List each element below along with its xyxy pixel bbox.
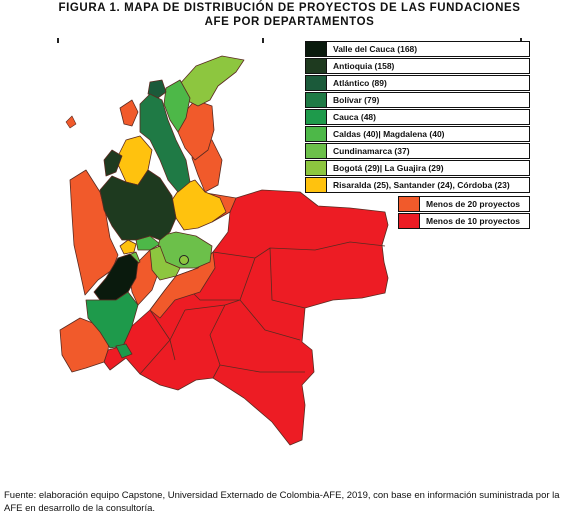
legend-label: Cundinamarca (37)	[327, 142, 530, 159]
legend-item: Bogotá (29)| La Guajira (29)	[305, 159, 530, 176]
region-less-than-20-narino	[59, 317, 111, 373]
source-note: Fuente: elaboración equipo Capstone, Uni…	[4, 490, 560, 514]
region-atlantico	[147, 79, 167, 99]
legend-item: Cauca (48)	[305, 108, 530, 125]
legend-label: Menos de 10 proyectos	[420, 212, 530, 229]
region-cauca	[85, 291, 139, 349]
region-la-guajira	[177, 55, 245, 107]
legend-swatch	[305, 159, 327, 176]
legend-swatch	[305, 142, 327, 159]
legend-item: Antioquia (158)	[305, 57, 530, 74]
legend-swatch	[305, 176, 327, 193]
legend-swatch	[305, 91, 327, 108]
legend-item: Atlántico (89)	[305, 74, 530, 91]
corner-mark-middle	[262, 38, 264, 43]
legend-item: Menos de 20 proyectos	[398, 195, 530, 212]
red-department-borders	[139, 241, 386, 379]
legend-label: Cauca (48)	[327, 108, 530, 125]
figure-subtitle: AFE POR DEPARTAMENTOS	[204, 16, 375, 28]
legend-label: Caldas (40)| Magdalena (40)	[327, 125, 530, 142]
legend-item: Cundinamarca (37)	[305, 142, 530, 159]
region-magdalena	[163, 79, 191, 133]
bogota-marker	[179, 255, 189, 265]
legend-swatch	[398, 195, 420, 212]
legend-swatch	[398, 212, 420, 229]
region-san-andres-islands	[65, 115, 77, 129]
legend-label: Bolívar (79)	[327, 91, 530, 108]
legend-label: Bogotá (29)| La Guajira (29)	[327, 159, 530, 176]
legend-item: Menos de 10 proyectos	[398, 212, 530, 229]
legend-item: Caldas (40)| Magdalena (40)	[305, 125, 530, 142]
legend-label: Valle del Cauca (168)	[327, 40, 530, 57]
legend-swatch	[305, 57, 327, 74]
legend-item: Valle del Cauca (168)	[305, 40, 530, 57]
region-antioquia	[99, 169, 177, 241]
legend-label: Atlántico (89)	[327, 74, 530, 91]
region-antioquia-north	[103, 149, 123, 177]
legend-label: Antioquia (158)	[327, 57, 530, 74]
legend-swatch	[305, 108, 327, 125]
legend-swatch	[305, 125, 327, 142]
region-bolivar	[139, 93, 191, 193]
region-bogota	[149, 245, 181, 281]
legend-item: Risaralda (25), Santander (24), Córdoba …	[305, 176, 530, 193]
region-risaralda	[119, 239, 137, 255]
legend-swatch	[305, 74, 327, 91]
region-santander	[171, 179, 227, 231]
region-cauca-south	[115, 343, 133, 359]
figure-title: FIGURA 1. MAPA DE DISTRIBUCIÓN DE PROYEC…	[58, 2, 521, 14]
legend-swatch	[305, 40, 327, 57]
legend-label: Risaralda (25), Santander (24), Córdoba …	[327, 176, 530, 193]
region-less-than-20-sucre	[119, 99, 139, 127]
legend-label: Menos de 20 proyectos	[420, 195, 530, 212]
corner-mark-left	[57, 38, 59, 43]
legend-item: Bolívar (79)	[305, 91, 530, 108]
